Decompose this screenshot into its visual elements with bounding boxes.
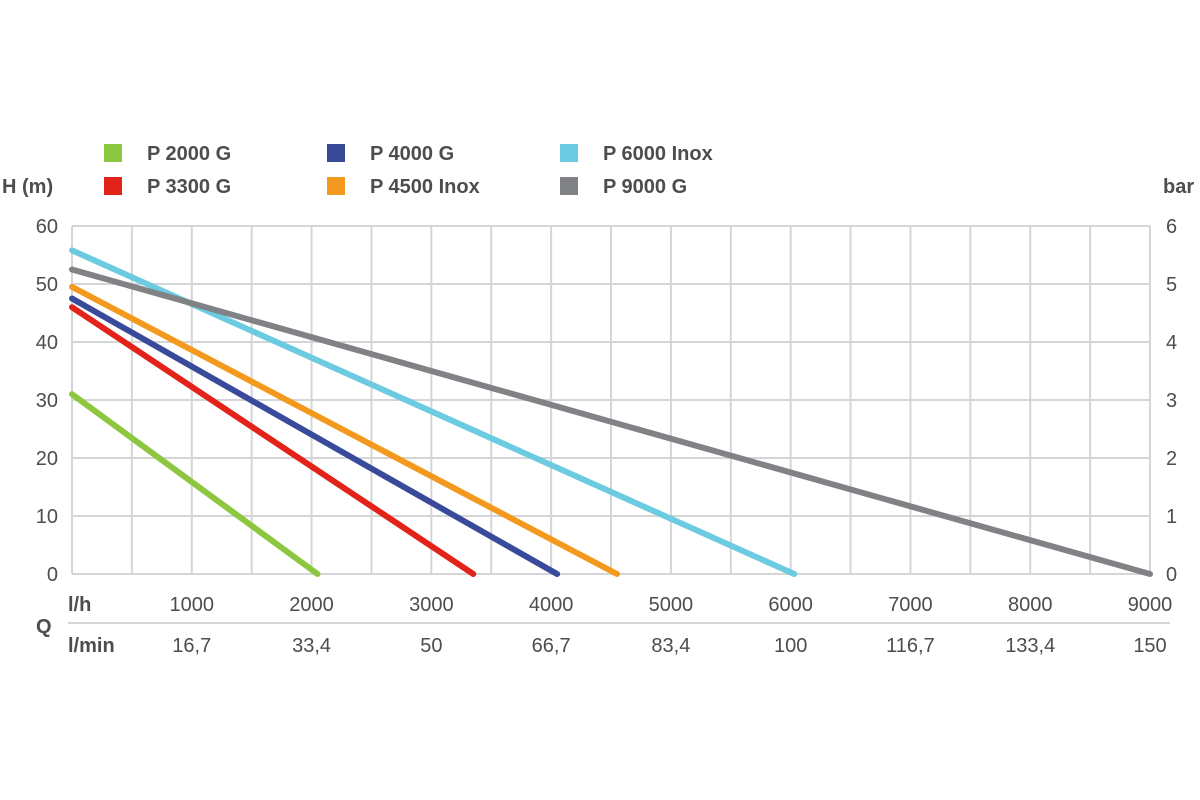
- x-tick-label-lmin: 16,7: [172, 635, 211, 657]
- x-row2-unit: l/min: [68, 635, 115, 657]
- y-left-tick-label: 60: [36, 216, 58, 238]
- legend-label: P 6000 Inox: [603, 143, 713, 165]
- legend: P 2000 G P 3300 G P 4000 G P 4500 Inox P 600…: [104, 143, 713, 198]
- legend-item: P 9000 G: [560, 176, 687, 198]
- x-tick-label-lmin: 133,4: [1005, 635, 1055, 657]
- x-tick-label-lmin: 100: [774, 635, 807, 657]
- x-tick-label-lh: 9000: [1128, 594, 1173, 616]
- x-tick-label-lh: 3000: [409, 594, 454, 616]
- y-right-tick-label: 6: [1166, 216, 1177, 238]
- y-left-tick-label: 0: [47, 564, 58, 586]
- x-tick-label-lmin: 116,7: [886, 635, 935, 657]
- legend-label: P 2000 G: [147, 143, 231, 165]
- y-left-tick-label: 50: [36, 274, 58, 296]
- axes: H (m) bar Q l/h l/min 0 0 10 1 20 2 30 3 40 4 50 5 6…: [2, 176, 1194, 657]
- legend-item: P 4000 G: [327, 143, 454, 165]
- grid: [71, 225, 1151, 575]
- y-right-tick-label: 2: [1166, 448, 1177, 470]
- x-tick-label-lh: 6000: [768, 594, 813, 616]
- x-axis-label: Q: [36, 616, 52, 638]
- series-lines: [69, 247, 1153, 577]
- x-tick-label-lh: 5000: [649, 594, 694, 616]
- legend-swatch: [327, 177, 345, 195]
- y-right-tick-label: 5: [1166, 274, 1177, 296]
- x-tick-label-lmin: 150: [1133, 635, 1166, 657]
- legend-swatch: [560, 144, 578, 162]
- legend-label: P 9000 G: [603, 176, 687, 198]
- x-tick-label-lh: 1000: [170, 594, 215, 616]
- legend-item: P 3300 G: [104, 176, 231, 198]
- x-tick-label-lh: 2000: [289, 594, 334, 616]
- x-tick-label-lmin: 66,7: [532, 635, 571, 657]
- legend-item: P 2000 G: [104, 143, 231, 165]
- legend-label: P 3300 G: [147, 176, 231, 198]
- y-right-tick-label: 0: [1166, 564, 1177, 586]
- x-tick-label-lmin: 83,4: [651, 635, 690, 657]
- legend-swatch: [104, 144, 122, 162]
- legend-label: P 4500 Inox: [370, 176, 480, 198]
- y-right-tick-label: 1: [1166, 506, 1177, 528]
- x-tick-label-lmin: 50: [420, 635, 442, 657]
- legend-label: P 4000 G: [370, 143, 454, 165]
- y-left-tick-label: 20: [36, 448, 58, 470]
- y-left-tick-label: 40: [36, 332, 58, 354]
- y-right-tick-label: 4: [1166, 332, 1177, 354]
- series-line-p-4000-g: [69, 295, 561, 577]
- series-line-p-9000-g: [69, 266, 1153, 577]
- legend-item: P 4500 Inox: [327, 176, 480, 198]
- series-line-p-4500-inox: [69, 283, 620, 577]
- legend-swatch: [560, 177, 578, 195]
- x-tick-label-lh: 8000: [1008, 594, 1053, 616]
- y-right-tick-label: 3: [1166, 390, 1177, 412]
- x-row1-unit: l/h: [68, 594, 91, 616]
- y-right-axis-label: bar: [1163, 176, 1194, 198]
- x-tick-label-lh: 4000: [529, 594, 574, 616]
- legend-swatch: [327, 144, 345, 162]
- series-line-p-2000-g: [69, 391, 321, 577]
- y-left-axis-label: H (m): [2, 176, 53, 198]
- y-left-tick-label: 30: [36, 390, 58, 412]
- legend-item: P 6000 Inox: [560, 143, 713, 165]
- legend-swatch: [104, 177, 122, 195]
- y-left-tick-label: 10: [36, 506, 58, 528]
- series-line-p-3300-g: [69, 304, 477, 577]
- x-tick-label-lmin: 33,4: [292, 635, 331, 657]
- x-tick-label-lh: 7000: [888, 594, 933, 616]
